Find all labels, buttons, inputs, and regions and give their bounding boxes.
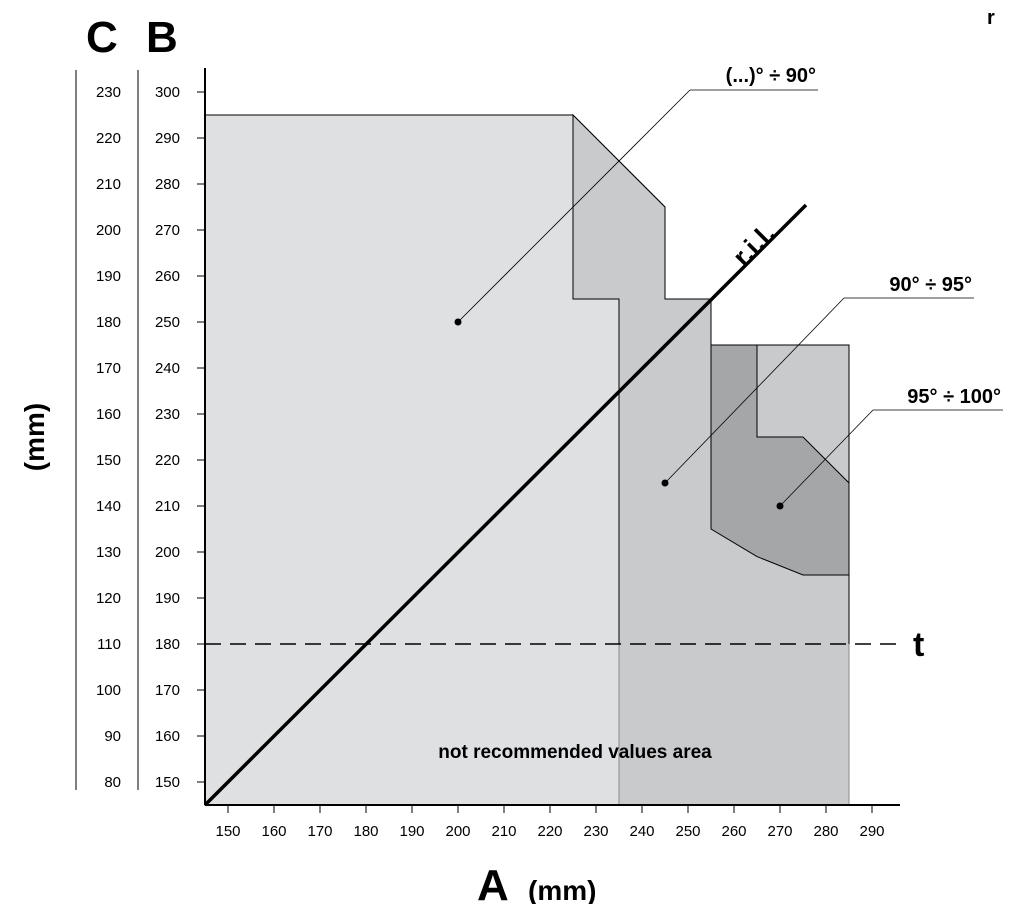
y-tick-label-c-190: 190 bbox=[96, 268, 121, 285]
ril-line bbox=[203, 203, 808, 807]
leader-line-1 bbox=[457, 89, 691, 323]
y-tick-label-b-210: 210 bbox=[155, 498, 180, 515]
y-tick-label-b-170: 170 bbox=[155, 682, 180, 699]
x-tick-label-200: 200 bbox=[445, 823, 470, 840]
y-tick-label-c-230: 230 bbox=[96, 84, 121, 101]
y-tick-label-b-200: 200 bbox=[155, 544, 180, 561]
y-tick-label-b-260: 260 bbox=[155, 268, 180, 285]
x-tick-label-260: 260 bbox=[721, 823, 746, 840]
y-tick-label-b-270: 270 bbox=[155, 222, 180, 239]
region-label-3: 95° ÷ 100° bbox=[907, 386, 1001, 408]
y-tick-label-b-240: 240 bbox=[155, 360, 180, 377]
y-tick-label-c-110: 110 bbox=[97, 636, 121, 653]
leader-line-3 bbox=[779, 409, 874, 507]
leader-line-2 bbox=[664, 297, 845, 484]
x-tick-label-170: 170 bbox=[307, 823, 332, 840]
x-tick-label-160: 160 bbox=[261, 823, 286, 840]
ril-label: r.i.l. bbox=[727, 218, 781, 272]
x-tick-label-270: 270 bbox=[767, 823, 792, 840]
x-tick-label-220: 220 bbox=[537, 823, 562, 840]
threshold-label: t bbox=[913, 626, 924, 664]
x-tick-label-280: 280 bbox=[813, 823, 838, 840]
y-tick-label-b-250: 250 bbox=[155, 314, 180, 331]
y-axis-unit: (mm) bbox=[19, 403, 50, 471]
x-tick-label-210: 210 bbox=[491, 823, 516, 840]
y-tick-label-b-280: 280 bbox=[155, 176, 180, 193]
y-axis-b-letter: B bbox=[146, 13, 178, 62]
regions bbox=[204, 113, 850, 806]
y-tick-label-c-200: 200 bbox=[96, 222, 121, 239]
y-tick-label-b-300: 300 bbox=[155, 84, 180, 101]
y-tick-label-c-170: 170 bbox=[96, 360, 121, 377]
y-tick-label-c-130: 130 bbox=[96, 544, 121, 561]
y-tick-label-c-80: 80 bbox=[104, 774, 121, 791]
y-tick-label-b-190: 190 bbox=[155, 590, 180, 607]
x-tick-label-190: 190 bbox=[399, 823, 424, 840]
region-label-1: (...)° ÷ 90° bbox=[726, 65, 816, 87]
y-tick-label-c-150: 150 bbox=[96, 452, 121, 469]
y-tick-label-c-140: 140 bbox=[96, 498, 121, 515]
y-tick-label-b-150: 150 bbox=[155, 774, 180, 791]
y-tick-label-c-160: 160 bbox=[96, 406, 121, 423]
y-tick-label-c-220: 220 bbox=[96, 130, 121, 147]
y-tick-label-c-90: 90 bbox=[104, 728, 121, 745]
x-axis-letter: A bbox=[477, 861, 509, 904]
y-tick-label-b-290: 290 bbox=[155, 130, 180, 147]
y-tick-label-c-100: 100 bbox=[96, 682, 121, 699]
not-recommended-label: not recommended values area bbox=[438, 742, 712, 763]
y-tick-label-b-180: 180 bbox=[155, 636, 180, 653]
x-tick-label-240: 240 bbox=[629, 823, 654, 840]
corner-label: r bbox=[987, 7, 995, 29]
y-tick-label-b-160: 160 bbox=[155, 728, 180, 745]
x-tick-label-290: 290 bbox=[859, 823, 884, 840]
x-tick-label-180: 180 bbox=[353, 823, 378, 840]
x-tick-label-250: 250 bbox=[675, 823, 700, 840]
ticks: 150 160 170 180 190 200 210 220 230 240 250 260 270 2… bbox=[96, 84, 885, 840]
y-axis-c-letter: C bbox=[86, 13, 118, 62]
y-tick-label-c-120: 120 bbox=[96, 590, 121, 607]
x-tick-label-150: 150 bbox=[215, 823, 240, 840]
region-label-2: 90° ÷ 95° bbox=[889, 274, 972, 296]
y-tick-label-c-210: 210 bbox=[96, 176, 121, 193]
x-tick-label-230: 230 bbox=[583, 823, 608, 840]
region-3 bbox=[710, 344, 850, 576]
axes bbox=[75, 68, 900, 806]
x-axis-unit: (mm) bbox=[528, 875, 596, 904]
y-tick-label-b-230: 230 bbox=[155, 406, 180, 423]
y-tick-label-b-220: 220 bbox=[155, 452, 180, 469]
annotations: (...)° ÷ 90° 90° ÷ 95° 95° ÷ 100° bbox=[454, 65, 1003, 510]
y-tick-label-c-180: 180 bbox=[96, 314, 121, 331]
